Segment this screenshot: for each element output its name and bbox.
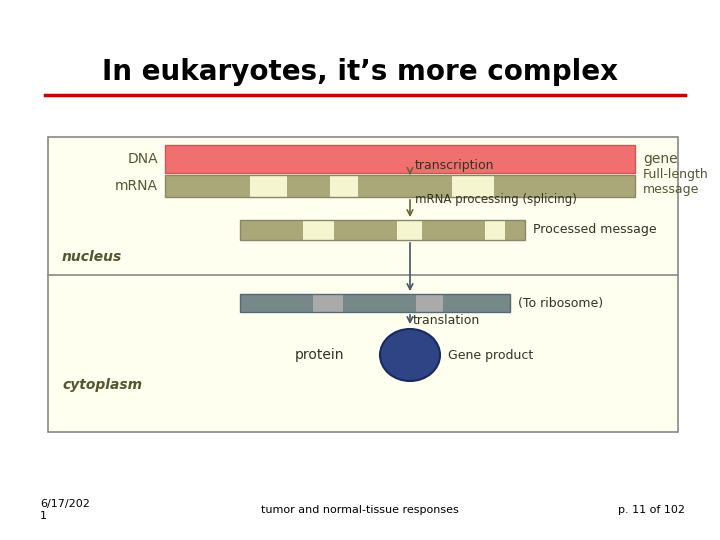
Bar: [343, 294, 415, 312]
Bar: [330, 175, 358, 197]
Bar: [240, 294, 510, 312]
Bar: [443, 294, 510, 312]
Text: mRNA: mRNA: [115, 179, 158, 193]
Bar: [397, 220, 423, 240]
Bar: [240, 294, 313, 312]
Text: Gene product: Gene product: [448, 348, 534, 361]
Text: mRNA processing (splicing): mRNA processing (splicing): [415, 193, 577, 206]
Bar: [165, 175, 250, 197]
Text: Processed message: Processed message: [533, 224, 657, 237]
Bar: [485, 220, 505, 240]
Bar: [165, 175, 635, 197]
Bar: [302, 220, 334, 240]
Text: In eukaryotes, it’s more complex: In eukaryotes, it’s more complex: [102, 58, 618, 86]
Bar: [313, 294, 343, 312]
Bar: [451, 175, 494, 197]
Bar: [240, 220, 525, 240]
Text: tumor and normal-tissue responses: tumor and normal-tissue responses: [261, 505, 459, 515]
Bar: [165, 145, 635, 173]
Text: translation: translation: [413, 314, 480, 327]
Text: p. 11 of 102: p. 11 of 102: [618, 505, 685, 515]
Text: protein: protein: [295, 348, 345, 362]
Bar: [48, 137, 678, 432]
Bar: [250, 175, 287, 197]
Ellipse shape: [380, 329, 440, 381]
Text: (To ribosome): (To ribosome): [518, 296, 603, 309]
Text: Full-length
message: Full-length message: [643, 168, 708, 196]
Bar: [423, 220, 485, 240]
Text: DNA: DNA: [127, 152, 158, 166]
Text: transcription: transcription: [415, 159, 495, 172]
Bar: [358, 175, 451, 197]
Bar: [494, 175, 635, 197]
Text: cytoplasm: cytoplasm: [62, 378, 142, 392]
Bar: [287, 175, 330, 197]
Bar: [505, 220, 525, 240]
Bar: [240, 220, 302, 240]
Text: 6/17/202
1: 6/17/202 1: [40, 499, 90, 521]
Text: nucleus: nucleus: [62, 250, 122, 264]
Bar: [415, 294, 443, 312]
Bar: [334, 220, 397, 240]
Text: gene: gene: [643, 152, 678, 166]
